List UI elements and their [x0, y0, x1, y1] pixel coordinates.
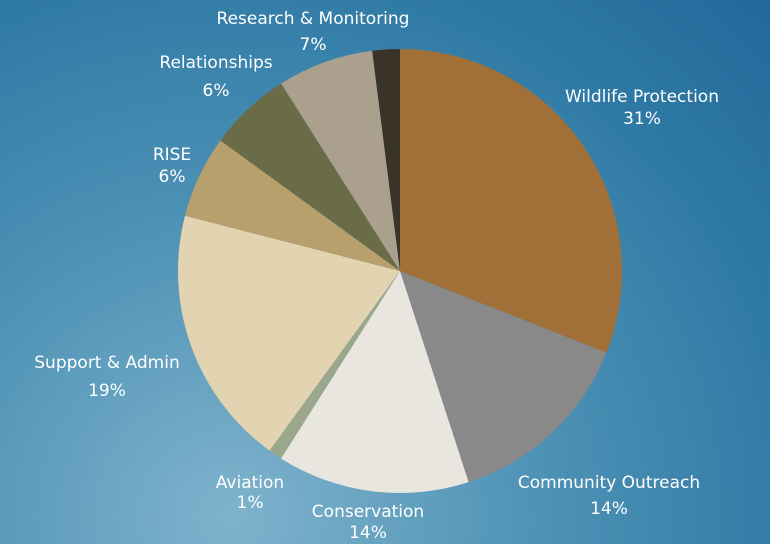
pie-slice-other [372, 49, 400, 271]
slice-value-research-and-monitoring: 7% [300, 35, 327, 55]
pie-slice-aviation [269, 271, 400, 459]
slice-value-relationships: 6% [203, 81, 230, 101]
slice-value-community-outreach: 14% [590, 499, 628, 519]
pie-slice-community-outreach [400, 271, 607, 483]
pie-slice-conservation [281, 271, 469, 493]
pie-slice-relationships [220, 83, 400, 271]
pie-slice-support-and-admin [177, 215, 400, 451]
slice-label-support-and-admin: Support & Admin [34, 353, 179, 373]
slice-value-rise: 6% [159, 167, 186, 187]
slice-label-conservation: Conservation [312, 502, 424, 522]
slice-label-relationships: Relationships [159, 53, 272, 73]
slice-label-research-and-monitoring: Research & Monitoring [217, 9, 410, 29]
slice-value-support-and-admin: 19% [88, 381, 126, 401]
slice-value-conservation: 14% [349, 523, 387, 543]
slice-label-aviation: Aviation [216, 473, 284, 493]
slice-label-wildlife-protection: Wildlife Protection [565, 87, 719, 107]
pie-slice-rise [184, 140, 400, 271]
pie-slice-wildlife-protection [400, 49, 622, 353]
slice-label-community-outreach: Community Outreach [518, 473, 700, 493]
slice-value-wildlife-protection: 31% [623, 109, 661, 129]
pie-slices [177, 49, 622, 493]
slice-label-rise: RISE [153, 145, 191, 165]
slice-value-aviation: 1% [237, 493, 264, 513]
pie-slice-research-and-monitoring [281, 50, 400, 271]
